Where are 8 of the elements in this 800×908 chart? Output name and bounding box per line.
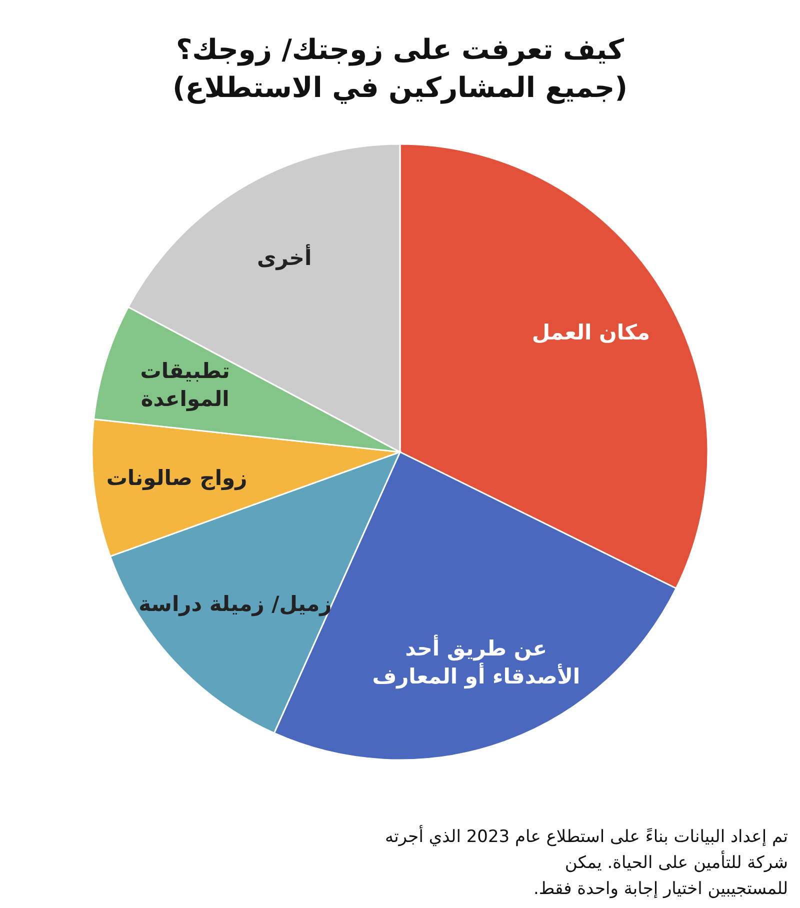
slice-label: زميل/ زميلة دراسة — [138, 592, 332, 617]
slice-label: عن طريق أحد الأصدقاء أو المعارف — [372, 634, 580, 690]
slice-label: مكان العمل — [532, 320, 650, 344]
slice-label: زواج صالونات — [106, 466, 248, 491]
slice-label: أخرى — [257, 244, 312, 271]
text: تم إعداد البيانات بناءً على استطلاع عام 2023 الذي أجرته شركة للتأمين على الحياة. يمكن للمستجيبين اختيار إجابة واحدة فقط. — [384, 824, 788, 899]
slice-label: تطبيقات المواعدة — [140, 358, 230, 412]
chart-title: كيف تعرفت على زوجتك/ زوجك؟ (جميع المشاركين في الاستطلاع) — [172, 32, 628, 104]
